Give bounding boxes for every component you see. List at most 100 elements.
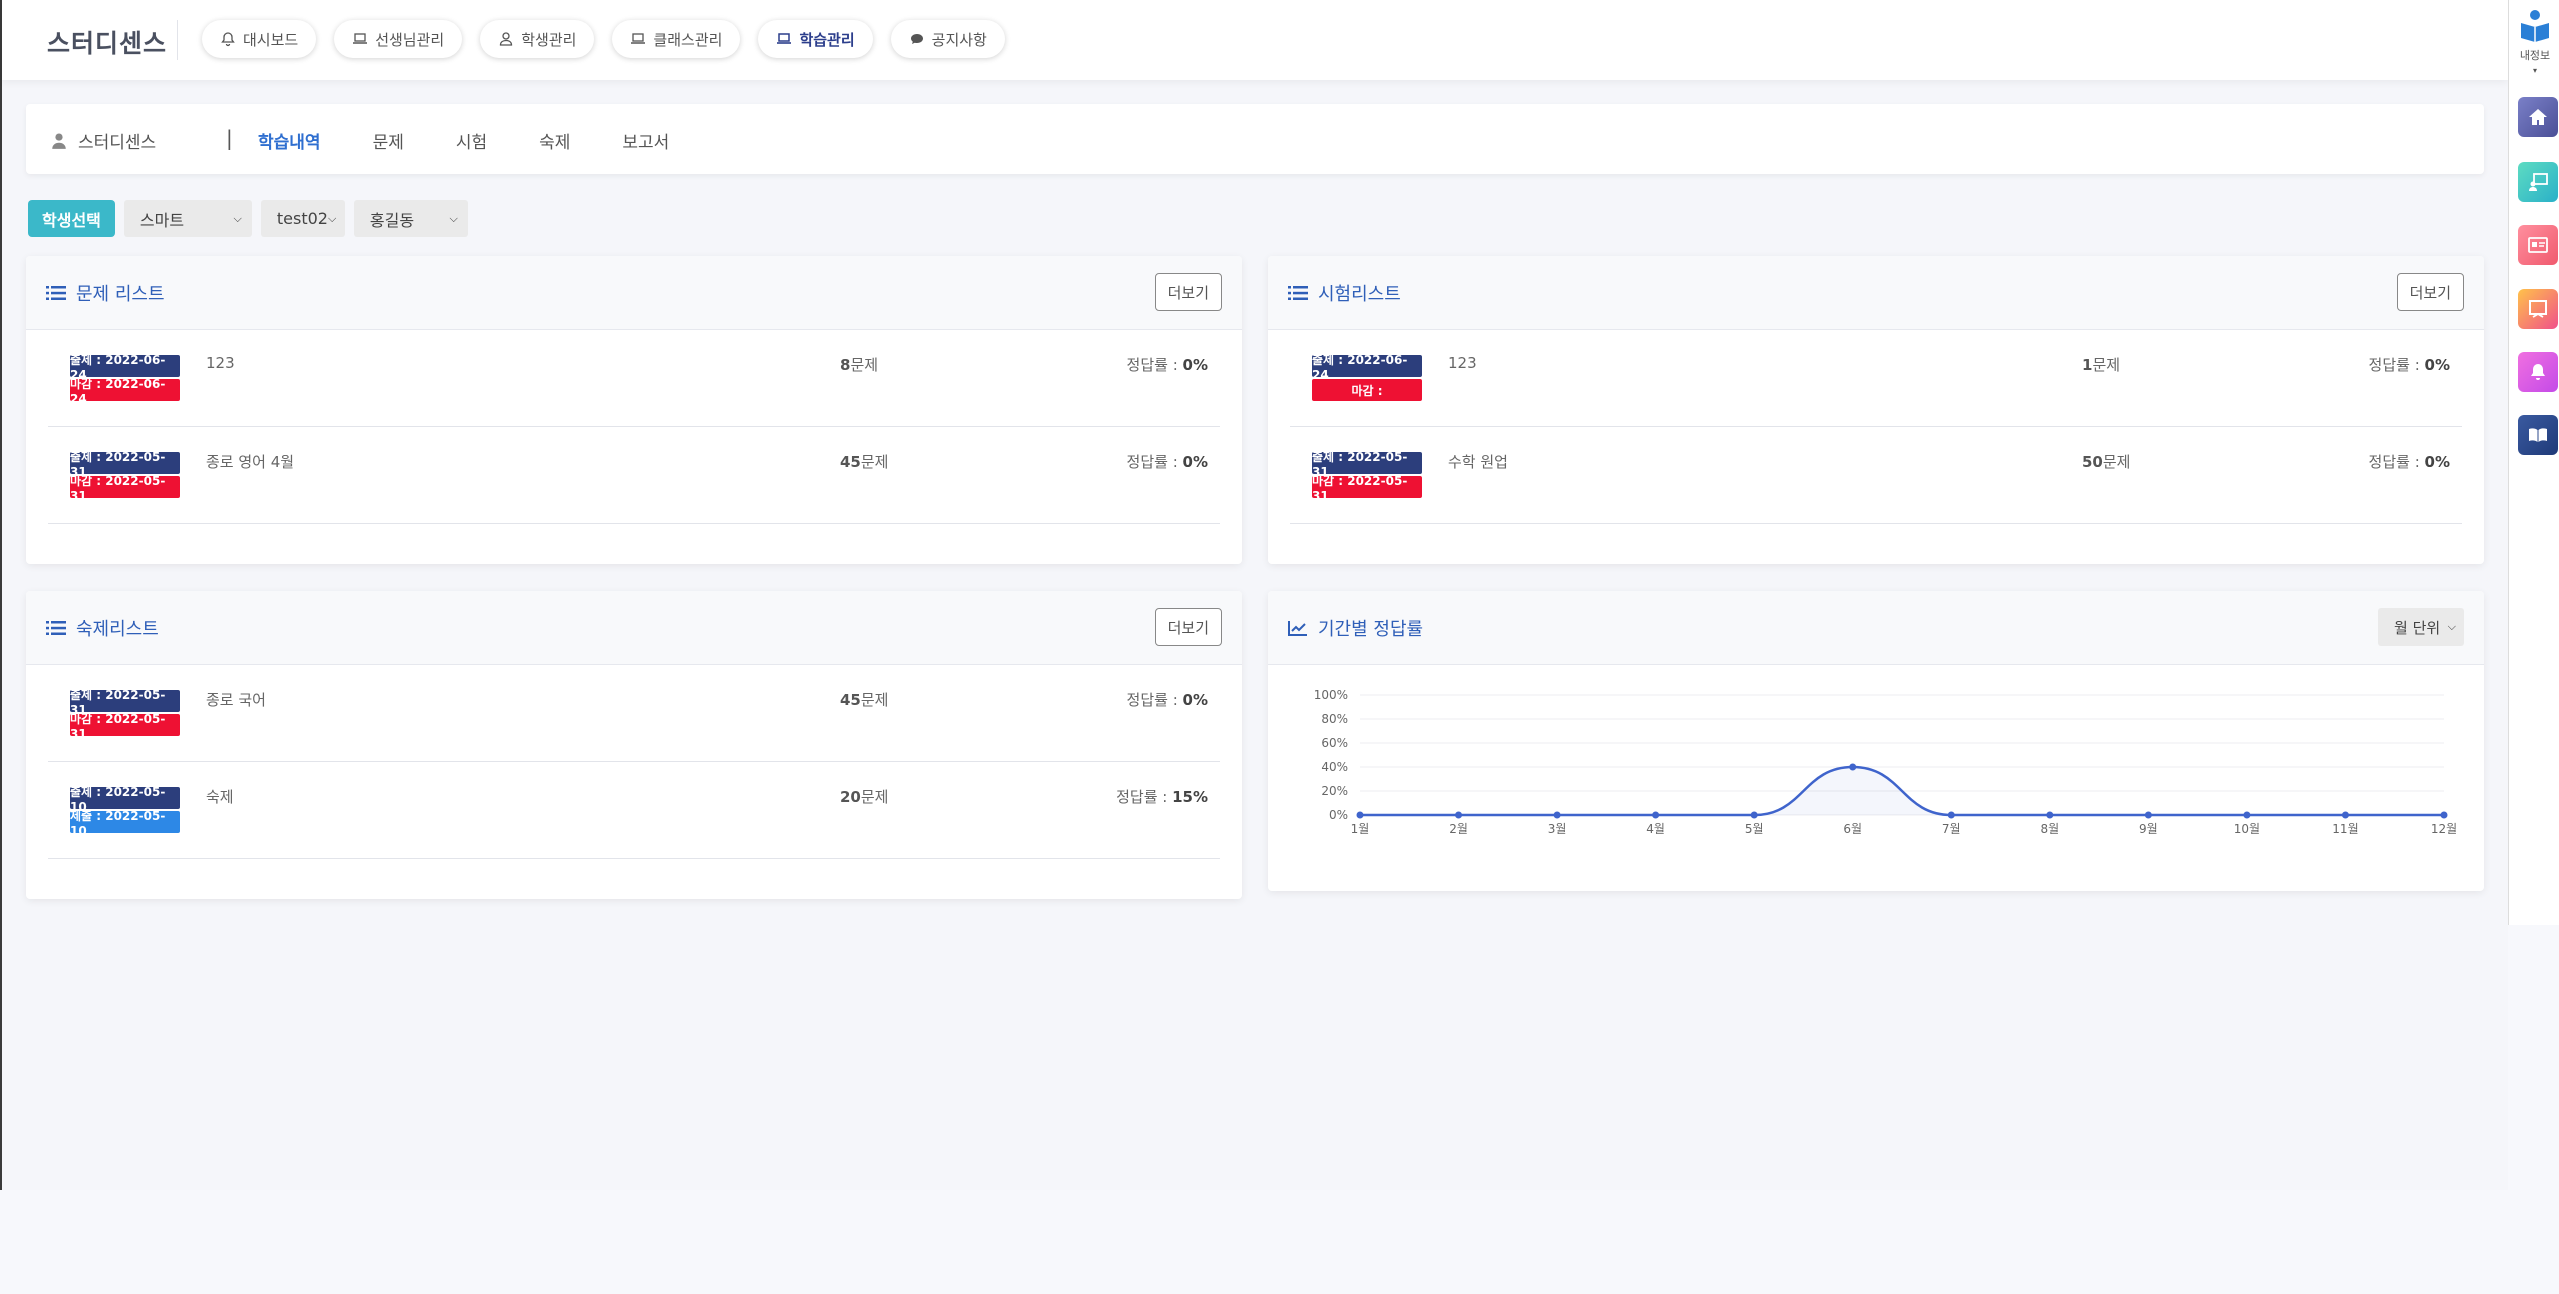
homework-list-title: 숙제리스트 [76,619,159,640]
data-point [2046,811,2054,819]
item-count-value: 45 [840,453,861,471]
item-count-suffix: 문제 [860,453,889,471]
nav-learning[interactable]: 학습관리 [758,20,873,58]
x-tick-label: 11월 [2332,822,2358,836]
student-select[interactable]: 홍길동 ⌵ [353,200,468,237]
x-tick-label: 9월 [2139,822,2158,836]
card-title: 숙제리스트 [46,615,159,641]
data-point [1750,811,1758,819]
my-info-button[interactable]: 내정보 ▾ [2517,8,2553,76]
caret-down-icon: ▾ [2532,66,2537,75]
nav-notice[interactable]: 공지사항 [890,20,1005,58]
id-card-icon[interactable] [2518,225,2558,265]
x-tick-label: 6월 [1843,822,1862,836]
exam-list-card: 시험리스트 더보기 출제 : 2022-06-24 마감 : 123 1문제 정… [1268,256,2484,564]
problem-list-title: 문제 리스트 [76,284,165,305]
card-title: 기간별 정답률 [1288,615,1423,641]
list-item[interactable]: 출제 : 2022-06-24 마감 : 2022-06-24 123 8문제 … [48,330,1220,427]
board-glyph-icon [2529,300,2547,318]
deadline-badge: 마감 : [1312,379,1422,401]
item-title: 숙제 [206,788,234,806]
brand-logo[interactable]: 스터디센스 [47,29,168,58]
homework-more-button[interactable]: 더보기 [1154,608,1222,646]
list-item[interactable]: 출제 : 2022-05-31 마감 : 2022-05-31 수학 원업 50… [1290,427,2462,524]
deadline-badge: 마감 : 2022-05-31 [70,474,180,503]
app-frame: 스터디센스 대시보드 선생님관리 학생관리 클래스관리 학습관리 [0,0,2508,1190]
item-count: 1문제 [2082,354,2120,375]
nav-dashboard[interactable]: 대시보드 [202,20,317,58]
item-count-value: 8 [840,356,851,374]
book-icon[interactable] [2518,415,2558,455]
tab-homework[interactable]: 숙제 [539,133,571,153]
homework-list-card: 숙제리스트 더보기 출제 : 2022-05-31 마감 : 2022-05-3… [26,591,1242,899]
academy-select[interactable]: 스마트 ⌵ [123,200,252,237]
problem-more-button[interactable]: 더보기 [1154,273,1222,311]
list-item[interactable]: 출제 : 2022-05-10 제출 : 2022-05-10 숙제 20문제 … [48,762,1220,859]
nav-teacher[interactable]: 선생님관리 [334,20,463,58]
bell-icon [221,32,235,47]
x-tick-label: 7월 [1942,822,1961,836]
bell-icon[interactable] [2518,352,2558,392]
class-select-value: test02 [276,209,328,228]
item-rate-label: 정답률 : [1126,691,1183,709]
item-rate-value: 0% [1182,453,1208,471]
tab-history[interactable]: 학습내역 [258,133,321,153]
teacher-glyph-icon [2529,173,2548,191]
nav-class-label: 클래스관리 [653,30,723,49]
y-tick-label: 40% [1321,760,1348,774]
line-chart-icon [1288,621,1307,636]
y-tick-label: 100% [1314,688,1348,702]
item-count: 45문제 [840,689,888,710]
item-count-value: 50 [2082,453,2103,471]
nav-notice-label: 공지사항 [931,30,987,49]
card-title: 시험리스트 [1288,280,1401,306]
top-header: 스터디센스 대시보드 선생님관리 학생관리 클래스관리 학습관리 [2,0,2508,80]
home-icon[interactable] [2518,97,2558,137]
item-count: 45문제 [840,451,888,472]
laptop-icon [353,33,368,44]
item-count: 50문제 [2082,451,2130,472]
item-title: 수학 원업 [1448,453,1508,471]
teacher-icon[interactable] [2518,162,2558,202]
period-chart-title: 기간별 정답률 [1318,619,1424,640]
home-glyph-icon [2529,109,2547,125]
tab-reports[interactable]: 보고서 [622,133,670,153]
item-title: 123 [1448,354,1477,372]
select-student-button[interactable]: 학생선택 [28,200,115,237]
tab-problems[interactable]: 문제 [372,133,404,153]
right-rail: 내정보 ▾ [2508,0,2559,925]
list-item[interactable]: 출제 : 2022-05-31 마감 : 2022-05-31 종로 영어 4월… [48,427,1220,524]
student-selector: 학생선택 스마트 ⌵ test02 ⌵ 홍길동 ⌵ [28,200,468,237]
class-select[interactable]: test02 ⌵ [260,200,345,237]
user-icon [52,132,66,149]
tab-exams[interactable]: 시험 [455,133,488,153]
item-rate: 정답률 : 0% [2369,354,2450,375]
accuracy-line-chart: 0% 20% 40% 60% 80% 100% 1월 2월 3월 4월 5월 6월 7월 8월 9월 10월 1… [1314,688,2457,836]
book-glyph-icon [2529,428,2547,442]
period-accuracy-card: 기간별 정답률 월 단위 ⌵ 0% 20% 40% 60% 80% 100% 1월 2월 3월 4… [1268,591,2484,891]
y-tick-label: 20% [1321,784,1348,798]
data-point [2243,811,2251,819]
academy-info: 스터디센스 [50,128,156,153]
academy-select-value: 스마트 [139,210,185,230]
date-badges: 출제 : 2022-06-24 마감 : 2022-06-24 [70,353,180,406]
list-item[interactable]: 출제 : 2022-06-24 마감 : 123 1문제 정답률 : 0% [1290,330,2462,427]
data-point [1849,763,1857,771]
chat-icon [910,34,923,44]
data-point [2144,811,2152,819]
chevron-down-icon: ⌵ [233,211,242,225]
bell-glyph-icon [2531,364,2545,380]
nav-student[interactable]: 학생관리 [480,20,595,58]
unit-select[interactable]: 월 단위 ⌵ [2378,608,2464,646]
y-tick-label: 80% [1321,712,1348,726]
item-title: 종로 영어 4월 [206,453,295,471]
laptop-icon [777,33,792,44]
data-point [1553,811,1561,819]
chart-area: 0% 20% 40% 60% 80% 100% 1월 2월 3월 4월 5월 6월 7월 8월 9월 10월 1… [1288,681,2464,875]
nav-class[interactable]: 클래스관리 [612,20,741,58]
board-icon[interactable] [2518,289,2558,329]
exam-more-button[interactable]: 더보기 [2396,273,2464,311]
data-point [1947,811,1955,819]
list-item[interactable]: 출제 : 2022-05-31 마감 : 2022-05-31 종로 국어 45… [48,665,1220,762]
date-badges: 출제 : 2022-05-31 마감 : 2022-05-31 [70,450,180,503]
